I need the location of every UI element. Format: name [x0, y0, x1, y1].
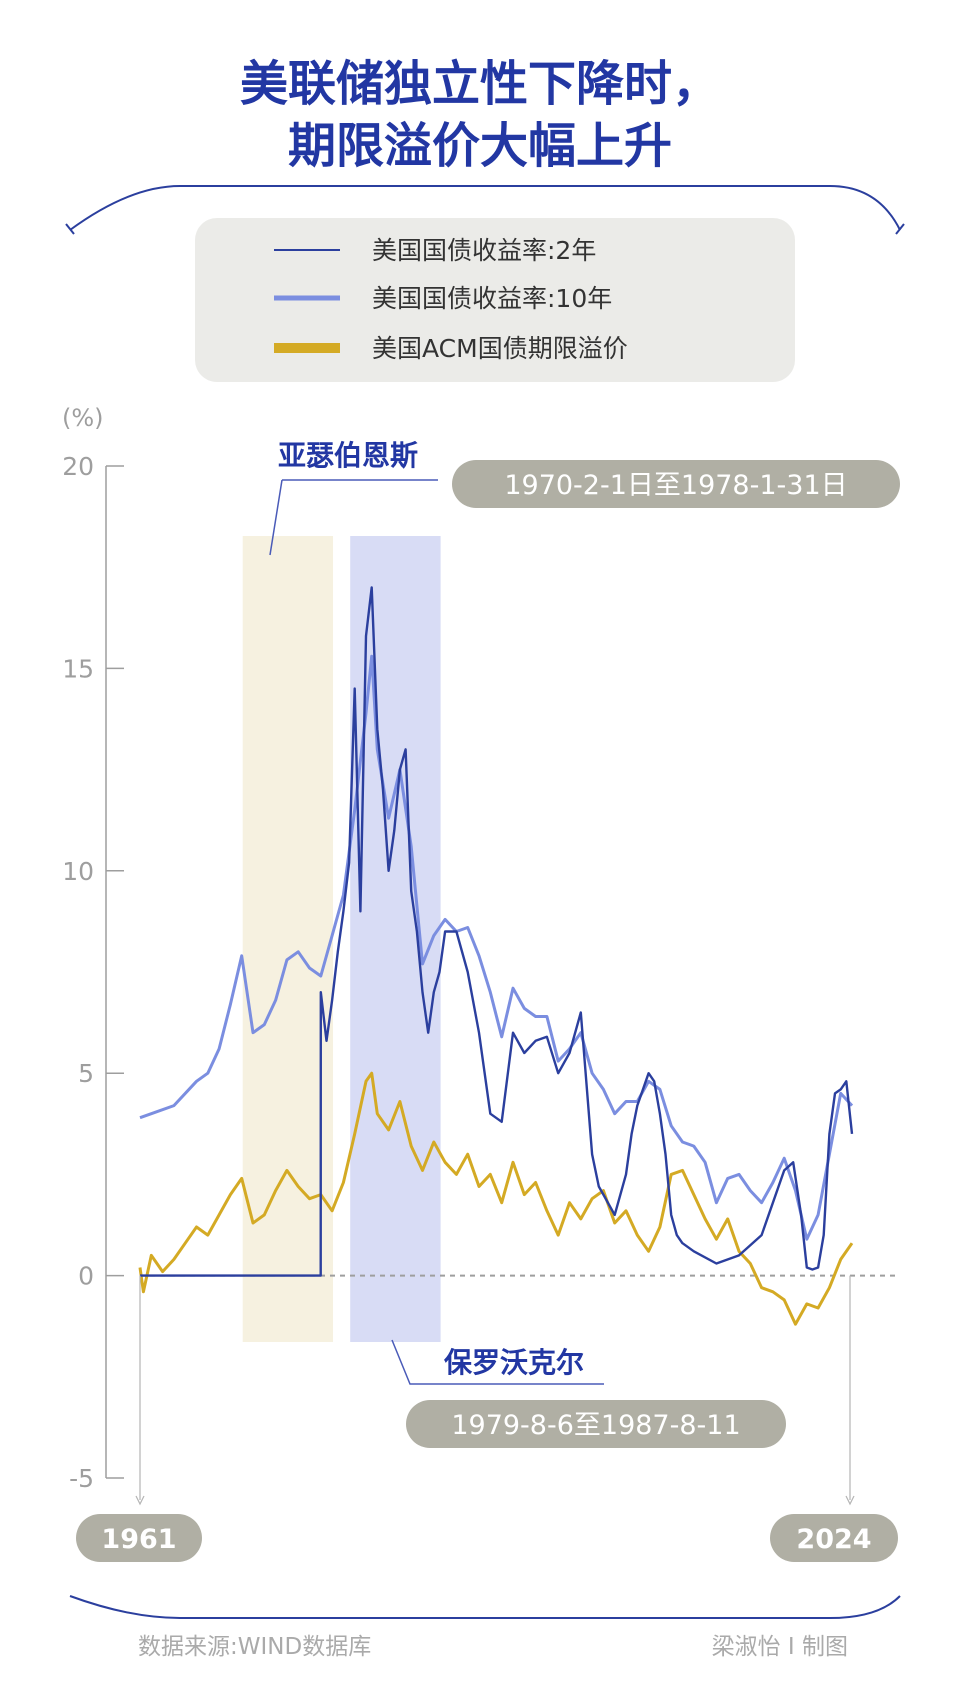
volcker-label: 保罗沃克尔	[444, 1346, 584, 1379]
y-tick-label: -5	[69, 1464, 94, 1493]
series-line-acm	[138, 1071, 854, 1326]
top-bracket-tick-right	[895, 223, 905, 235]
y-tick-label: 20	[62, 452, 94, 481]
end-year-text: 2024	[796, 1524, 871, 1555]
legend-item-acm: 美国ACM国债期限溢价	[274, 334, 628, 363]
legend-label-acm: 美国ACM国债期限溢价	[372, 334, 628, 363]
burns-period-text: 1970-2-1日至1978-1-31日	[504, 470, 847, 501]
legend-box	[195, 218, 795, 382]
end-year-pill	[770, 1514, 898, 1562]
y-axis-unit: (%)	[62, 404, 104, 432]
legend-item-2y: 美国国债收益率:2年	[274, 236, 596, 265]
burns-period-band	[242, 536, 334, 1342]
series-line-2y	[140, 586, 854, 1277]
footer-source: 数据来源:WIND数据库	[138, 1634, 371, 1660]
end-year-marker-arrow	[845, 1495, 855, 1506]
y-tick-label: 15	[62, 654, 94, 683]
volcker-leader-line	[391, 1339, 604, 1385]
footer-credit: 梁淑怡 I 制图	[712, 1634, 848, 1660]
y-tick-label: 5	[78, 1059, 94, 1088]
bottom-bracket	[69, 1595, 901, 1619]
y-axis: 20 15 10 5 0 -5	[62, 452, 124, 1493]
series-group	[138, 586, 854, 1326]
burns-label: 亚瑟伯恩斯	[278, 439, 418, 472]
top-bracket	[69, 185, 901, 231]
top-bracket-tick-left	[65, 223, 75, 235]
start-year-pill	[76, 1514, 202, 1562]
volcker-period-pill	[406, 1400, 786, 1448]
start-year-marker-arrow	[135, 1495, 145, 1506]
burns-period-pill	[452, 460, 900, 508]
volcker-period-text: 1979-8-6至1987-8-11	[451, 1410, 740, 1441]
legend-item-10y: 美国国债收益率:10年	[274, 284, 612, 313]
title-line-2: 期限溢价大幅上升	[288, 118, 672, 174]
title-line-1: 美联储独立性下降时，	[240, 56, 720, 112]
start-year-text: 1961	[101, 1524, 176, 1555]
legend-label-2y: 美国国债收益率:2年	[372, 236, 596, 265]
y-tick-label: 10	[62, 857, 94, 886]
volcker-period-band	[350, 536, 441, 1342]
y-tick-label: 0	[78, 1262, 94, 1291]
legend-label-10y: 美国国债收益率:10年	[372, 284, 612, 313]
series-line-10y	[139, 654, 854, 1241]
burns-leader-line	[269, 479, 438, 556]
year-markers	[135, 1275, 855, 1506]
